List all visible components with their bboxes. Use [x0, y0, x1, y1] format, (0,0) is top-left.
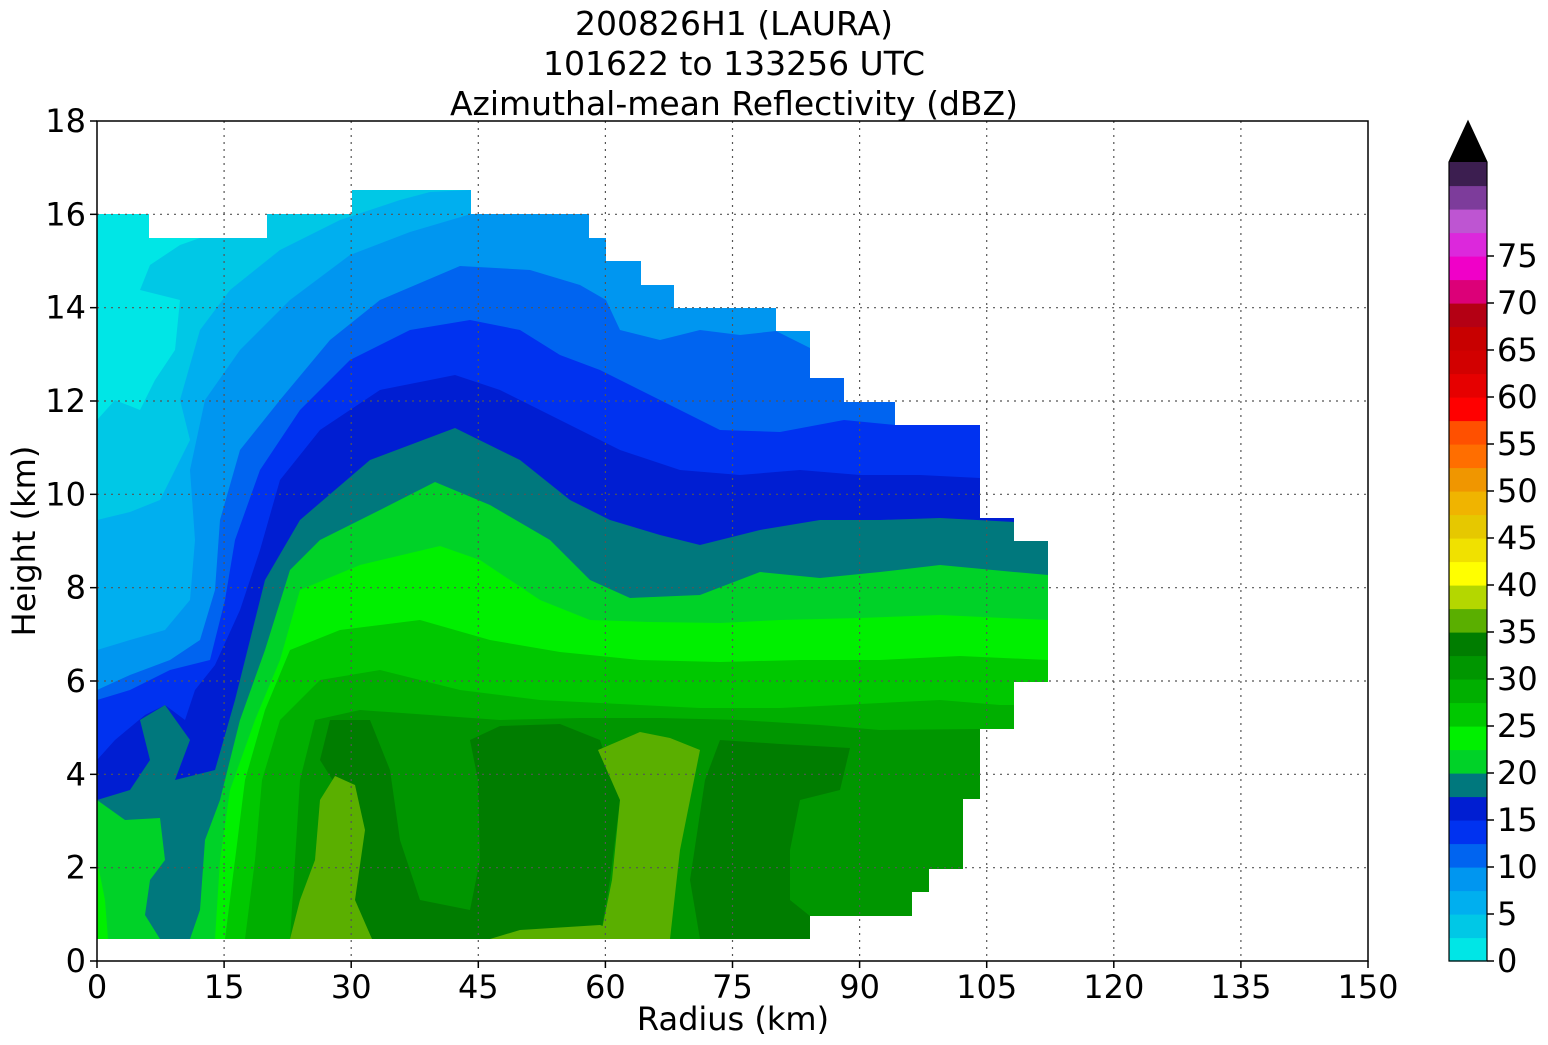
colorbar-segment	[1449, 561, 1487, 586]
colorbar-outline	[1448, 119, 1488, 962]
colorbar-tick-label: 45	[1497, 519, 1538, 557]
x-tick-label: 30	[331, 968, 372, 1006]
colorbar-segment	[1449, 702, 1487, 727]
colorbar-segment	[1449, 749, 1487, 774]
colorbar-segment	[1449, 914, 1487, 939]
colorbar-ticks: 0 5 10 15 20 25 30 35 40 45 50 55 60 65 70 75	[1487, 237, 1538, 980]
colorbar-tick-label: 50	[1497, 472, 1538, 510]
colorbar-segment	[1449, 890, 1487, 915]
colorbar-tick-label: 60	[1497, 378, 1538, 416]
y-tick-label: 16	[45, 195, 86, 233]
colorbar-tick-label: 30	[1497, 660, 1538, 698]
colorbar-segment	[1449, 538, 1487, 563]
colorbar-segment	[1449, 162, 1487, 187]
colorbar-segment	[1449, 514, 1487, 539]
colorbar	[1448, 119, 1488, 962]
colorbar-tick-label: 55	[1497, 425, 1538, 463]
chart-title-line-1: 200826H1 (LAURA)	[574, 4, 894, 43]
colorbar-segment	[1449, 326, 1487, 351]
colorbar-segment	[1449, 655, 1487, 680]
chart-title-line-2: 101622 to 133256 UTC	[543, 44, 925, 83]
colorbar-segment	[1449, 632, 1487, 657]
x-tick-label: 120	[1083, 968, 1144, 1006]
colorbar-tick-label: 70	[1497, 284, 1538, 322]
colorbar-tick-label: 0	[1497, 942, 1517, 980]
y-axis-ticks: 0 2 4 6 8 10 12 14 16 18	[45, 102, 97, 980]
colorbar-tick-label: 10	[1497, 848, 1538, 886]
colorbar-segment	[1449, 937, 1487, 962]
x-tick-label: 150	[1337, 968, 1398, 1006]
colorbar-segment	[1449, 444, 1487, 469]
x-tick-label: 75	[712, 968, 753, 1006]
x-tick-label: 15	[204, 968, 245, 1006]
colorbar-segment	[1449, 303, 1487, 328]
y-tick-label: 8	[66, 569, 86, 607]
colorbar-tick-label: 15	[1497, 801, 1538, 839]
grid-lines	[97, 121, 1368, 961]
chart-title-line-3: Azimuthal-mean Reflectivity (dBZ)	[449, 84, 1019, 123]
x-tick-label: 60	[585, 968, 626, 1006]
colorbar-segment	[1449, 491, 1487, 516]
contour-32p5dbz-core-right	[690, 740, 850, 939]
x-tick-label: 135	[1210, 968, 1271, 1006]
x-tick-label: 0	[87, 968, 107, 1006]
colorbar-segment	[1449, 373, 1487, 398]
colorbar-extend-triangle	[1449, 121, 1487, 162]
y-tick-label: 4	[66, 755, 86, 793]
colorbar-segment	[1449, 185, 1487, 210]
colorbar-segment	[1449, 608, 1487, 633]
colorbar-tick-label: 25	[1497, 707, 1538, 745]
colorbar-segment	[1449, 679, 1487, 704]
colorbar-segment	[1449, 585, 1487, 610]
y-tick-label: 18	[45, 102, 86, 140]
colorbar-segment	[1449, 867, 1487, 892]
colorbar-segment	[1449, 232, 1487, 257]
colorbar-tick-label: 75	[1497, 237, 1538, 275]
colorbar-tick-label: 5	[1497, 895, 1517, 933]
colorbar-segment	[1449, 773, 1487, 798]
x-tick-label: 45	[458, 968, 499, 1006]
x-axis-ticks: 0 15 30 45 60 75 90 105 120 135 150	[87, 961, 1399, 1006]
y-tick-label: 10	[45, 475, 86, 513]
colorbar-tick-label: 40	[1497, 566, 1538, 604]
y-tick-label: 14	[45, 289, 86, 327]
colorbar-segment	[1449, 209, 1487, 234]
y-tick-label: 2	[66, 849, 86, 887]
colorbar-segment	[1449, 397, 1487, 422]
colorbar-segment	[1449, 279, 1487, 304]
y-tick-label: 6	[66, 662, 86, 700]
colorbar-segment	[1449, 350, 1487, 375]
colorbar-segment	[1449, 726, 1487, 751]
colorbar-segment	[1449, 467, 1487, 492]
colorbar-segment	[1449, 256, 1487, 281]
x-axis-label: Radius (km)	[637, 1000, 829, 1038]
contour-35dbz-core-right	[598, 732, 700, 939]
colorbar-tick-label: 20	[1497, 754, 1538, 792]
colorbar-tick-label: 65	[1497, 331, 1538, 369]
reflectivity-field	[97, 190, 1048, 939]
colorbar-segment	[1449, 420, 1487, 445]
colorbar-segment	[1449, 820, 1487, 845]
x-tick-label: 105	[956, 968, 1017, 1006]
contour-35dbz-core-left	[290, 776, 640, 939]
colorbar-segment	[1449, 796, 1487, 821]
y-axis-label: Height (km)	[5, 446, 43, 637]
colorbar-tick-label: 35	[1497, 613, 1538, 651]
x-tick-label: 90	[839, 968, 880, 1006]
y-tick-label: 0	[66, 942, 86, 980]
colorbar-segment	[1449, 843, 1487, 868]
y-tick-label: 12	[45, 382, 86, 420]
